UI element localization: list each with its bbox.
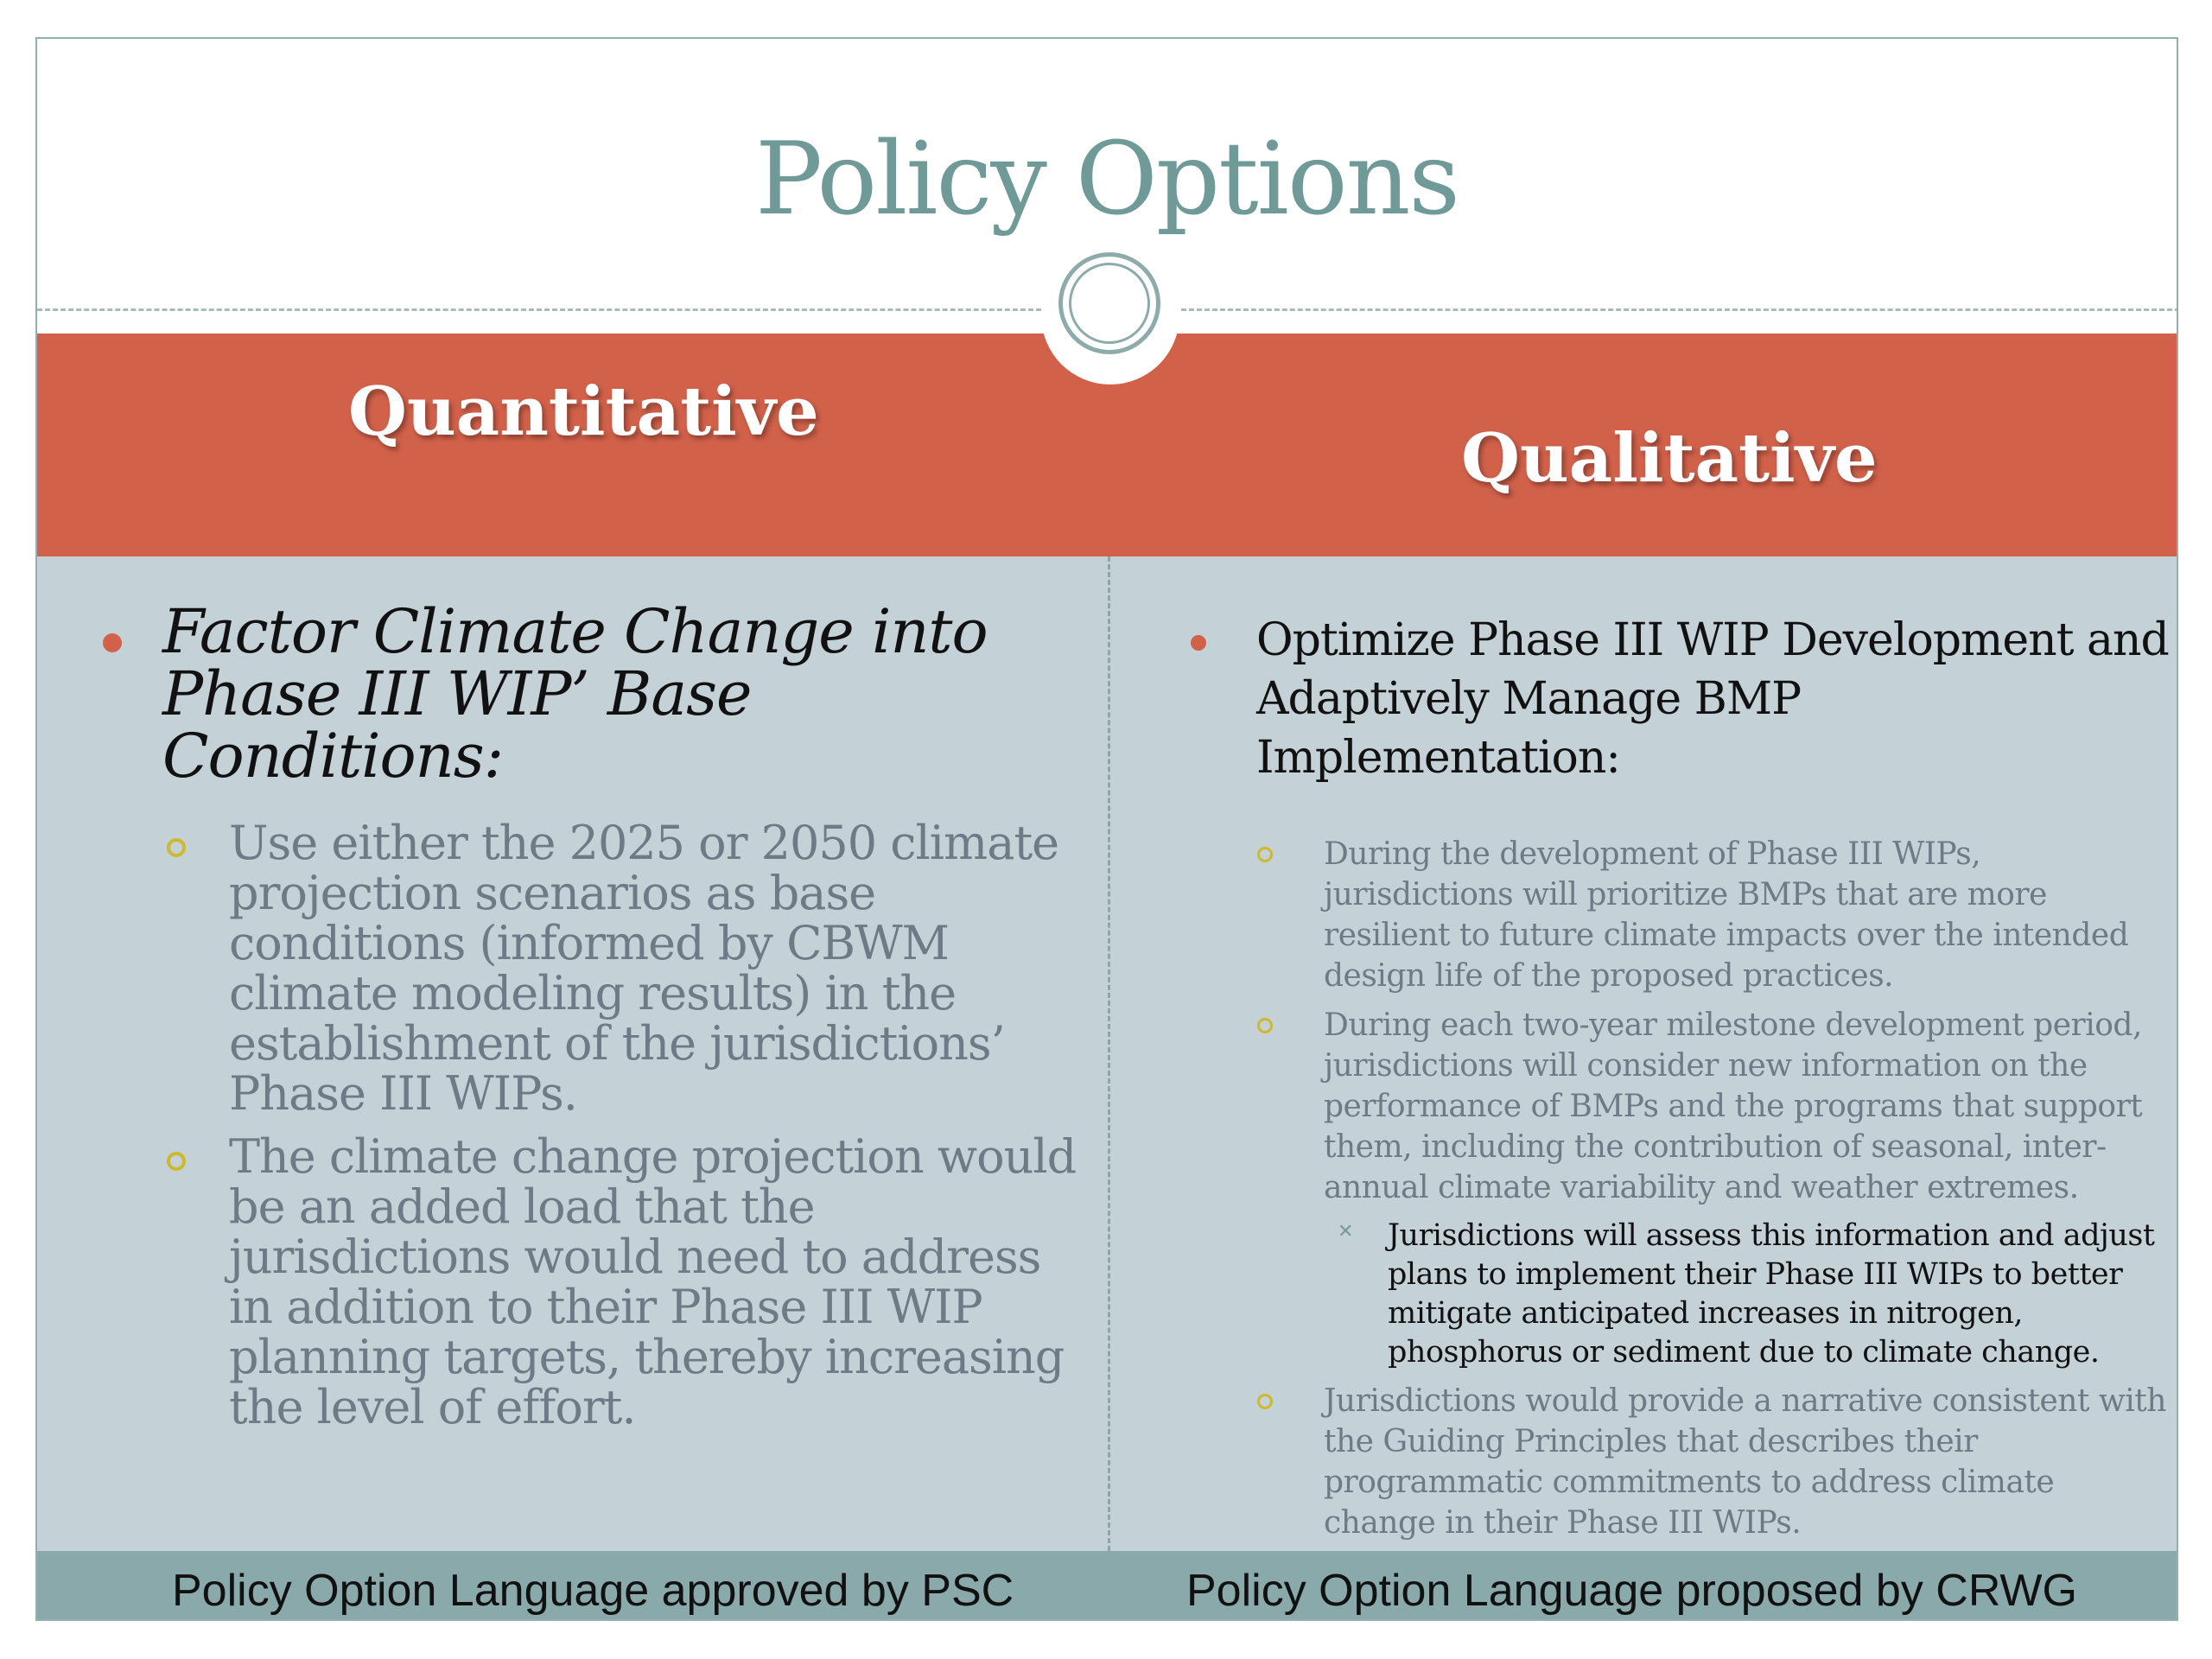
slide: Policy Options Quantitative Qualitative … [35, 37, 2178, 1621]
quantitative-heading: Quantitative [348, 372, 819, 451]
title-divider-right [1181, 308, 2177, 311]
left-sub-bullet-2: The climate change projection would be a… [229, 1129, 1077, 1434]
right-sub-sub-bullet: Jurisdictions will assess this informati… [1388, 1218, 2155, 1370]
ring-bullet-icon [1257, 1018, 1273, 1033]
bullet-dot-icon [1191, 635, 1206, 651]
ring-bullet-icon [167, 838, 186, 857]
right-footer-note: Policy Option Language proposed by CRWG [1186, 1566, 2077, 1616]
left-footer-note: Policy Option Language approved by PSC [172, 1566, 1014, 1616]
footer-band [37, 1551, 2177, 1619]
right-sub-bullet-1: During the development of Phase III WIPs… [1324, 836, 2129, 994]
slide-title: Policy Options [755, 121, 1460, 238]
bullet-dot-icon [103, 633, 122, 652]
content-area [37, 556, 2177, 1551]
right-main-bullet: Optimize Phase III WIP Development and A… [1256, 614, 2170, 784]
left-sub-bullet-1: Use either the 2025 or 2050 climate proj… [229, 816, 1059, 1121]
x-bullet-icon: ✕ [1338, 1221, 1354, 1243]
left-main-bullet: Factor Climate Change into Phase III WIP… [162, 596, 988, 791]
ring-bullet-icon [167, 1152, 186, 1171]
right-sub-bullet-3: Jurisdictions would provide a narrative … [1324, 1383, 2166, 1541]
circle-ornament-inner-ring [1069, 263, 1150, 344]
right-sub-bullet-2: During each two-year milestone developme… [1324, 1007, 2143, 1205]
qualitative-heading: Qualitative [1461, 419, 1878, 498]
circle-ornament-ring [1058, 252, 1160, 354]
ring-bullet-icon [1257, 1394, 1273, 1409]
title-divider-left [37, 308, 1041, 311]
ring-bullet-icon [1257, 847, 1273, 862]
column-divider [1108, 556, 1110, 1551]
